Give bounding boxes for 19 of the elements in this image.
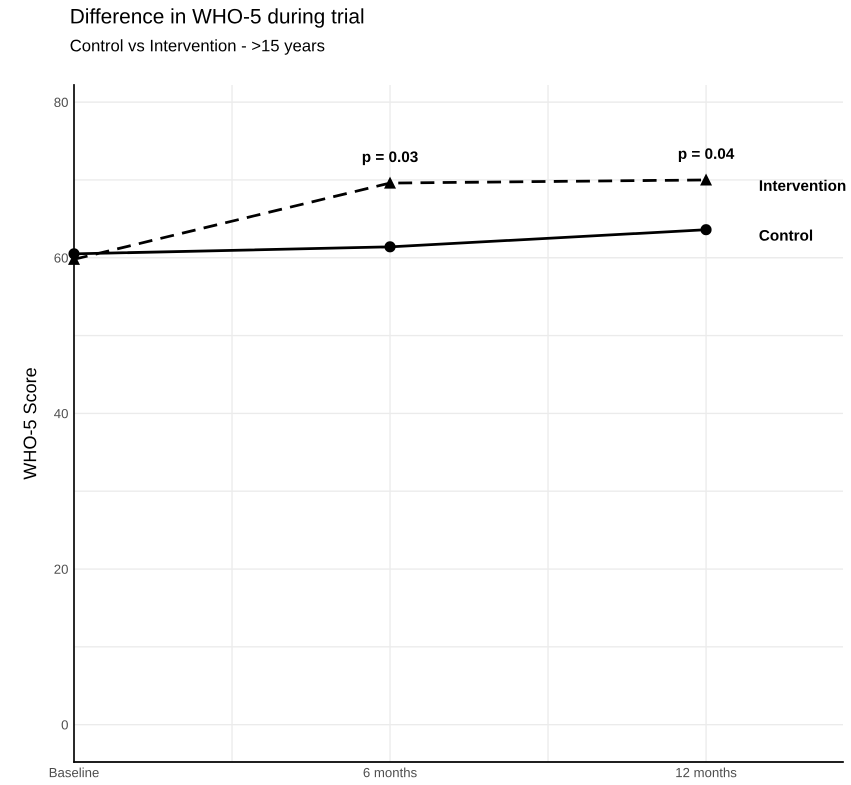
y-tick-label: 20 [54,564,68,574]
chart-title: Difference in WHO-5 during trial [71,8,364,28]
y-tick-label: 40 [54,408,68,418]
y-tick-label: 80 [54,98,68,108]
annotation: p = 0.04 [678,148,734,162]
y-tick-label: 0 [62,720,68,730]
annotation: p = 0.03 [362,151,418,166]
y-tick-label: 60 [54,253,68,263]
text: Control [759,230,812,241]
x-tick-label: 12 months [676,768,736,778]
y-axis-title: WHO-5 Score [24,368,36,480]
x-tick-label: 6 months [364,768,417,778]
point [384,177,396,189]
chart-subtitle: Control vs Intervention - >15 years [70,39,324,55]
point [700,224,712,236]
text: Intervention [760,180,846,191]
point [700,174,712,186]
point [384,241,396,252]
x-tick-label: Baseline [50,768,99,778]
